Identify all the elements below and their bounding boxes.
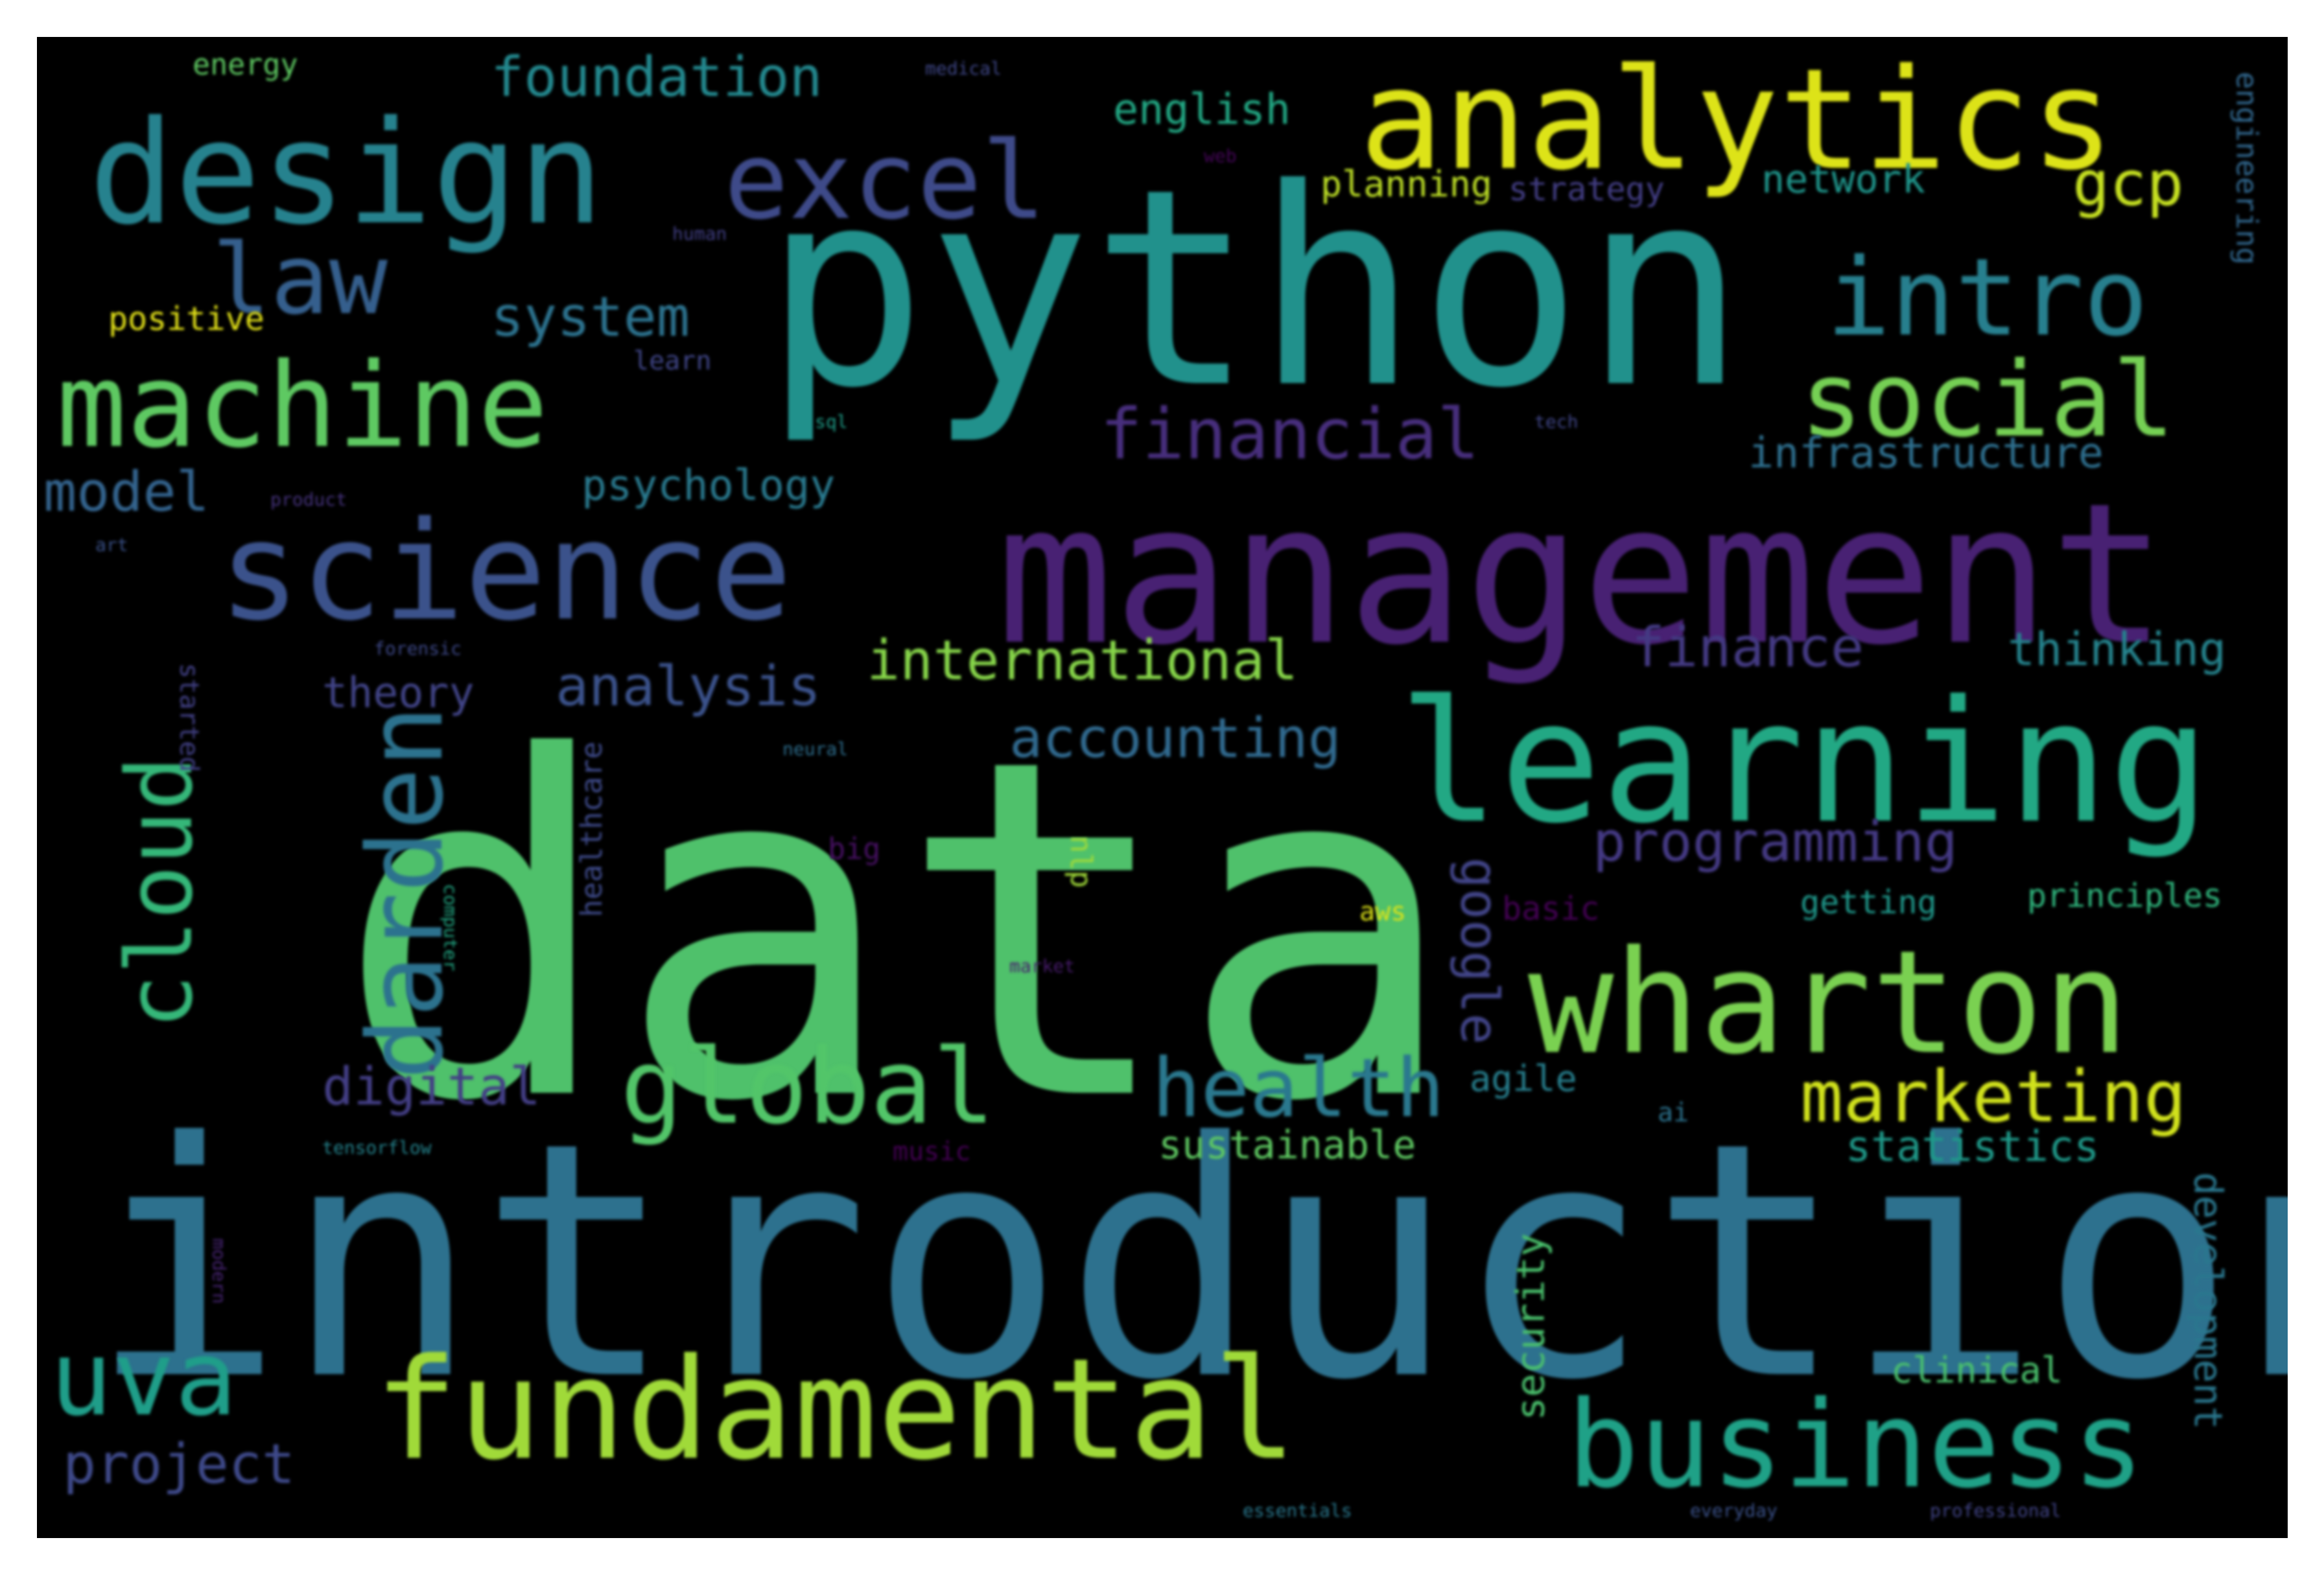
word-analysis: analysis — [556, 655, 821, 719]
word-digital: digital — [322, 1056, 541, 1117]
word-energy: energy — [193, 47, 298, 82]
word-health: health — [1152, 1042, 1445, 1136]
word-principles: principles — [2027, 877, 2223, 915]
word-cloud: cloud — [107, 756, 213, 1029]
word-marketing: marketing — [1800, 1055, 2187, 1138]
word-wharton: wharton — [1528, 920, 2130, 1086]
word-essentials: essentials — [1243, 1500, 1352, 1521]
word-healthcare: healthcare — [574, 741, 609, 917]
word-finance: finance — [1632, 616, 1864, 680]
word-thinking: thinking — [2008, 623, 2227, 676]
word-infrastructure: infrastructure — [1748, 429, 2104, 478]
word-financial: financial — [1100, 394, 1480, 475]
word-tensorflow: tensorflow — [322, 1137, 432, 1158]
word-tech: tech — [1534, 411, 1579, 432]
word-english: english — [1113, 86, 1291, 134]
word-project: project — [63, 1432, 296, 1497]
word-professional: professional — [1930, 1500, 2061, 1521]
word-foundation: foundation — [491, 45, 823, 110]
word-python: python — [763, 131, 1747, 448]
word-clinical: clinical — [1891, 1349, 2063, 1391]
word-excel: excel — [724, 119, 1046, 243]
word-positive: positive — [108, 300, 264, 338]
word-introduction: introduction — [89, 1073, 2288, 1451]
word-art: art — [95, 534, 128, 555]
word-music: music — [893, 1137, 971, 1167]
word-data: data — [335, 660, 1459, 1203]
word-everyday: everyday — [1690, 1500, 1778, 1521]
word-social: social — [1800, 339, 2175, 460]
word-market: market — [1009, 955, 1075, 977]
word-computer: computer — [440, 883, 462, 972]
word-intro: intro — [1826, 235, 2148, 360]
word-planning: planning — [1320, 163, 1492, 205]
word-management: management — [996, 461, 2168, 688]
word-security: security — [1508, 1233, 1554, 1421]
word-aws: aws — [1359, 897, 1407, 927]
word-human: human — [672, 223, 727, 244]
word-law: law — [212, 224, 388, 336]
word-sql: sql — [815, 411, 848, 432]
word-started: started — [174, 662, 204, 773]
word-google: google — [1449, 857, 1510, 1045]
word-getting: getting — [1800, 883, 1937, 921]
word-business: business — [1567, 1375, 2145, 1515]
word-international: international — [867, 629, 1298, 693]
word-design: design — [89, 90, 604, 256]
word-cloud-panel: data introduction python management lear… — [37, 37, 2288, 1538]
word-uva: uva — [50, 1318, 237, 1439]
word-science: science — [218, 492, 793, 651]
word-modern: modern — [208, 1238, 230, 1304]
word-system: system — [491, 285, 690, 349]
word-statistics: statistics — [1846, 1123, 2100, 1171]
word-accounting: accounting — [1009, 706, 1341, 771]
word-engineering: engineering — [2229, 71, 2264, 265]
word-learn: learn — [633, 346, 712, 376]
word-fundamental: fundamental — [374, 1328, 1297, 1491]
word-medical: medical — [925, 58, 1002, 79]
word-neural: neural — [782, 738, 849, 760]
word-programming: programming — [1593, 810, 1958, 874]
word-basic: basic — [1502, 890, 1600, 928]
word-nlp: nlp — [1064, 835, 1099, 889]
word-machine: machine — [56, 338, 548, 474]
word-development: development — [2185, 1172, 2231, 1430]
word-big: big — [828, 832, 881, 866]
word-agile: agile — [1470, 1058, 1577, 1099]
word-learning: learning — [1398, 665, 2211, 861]
word-ai: ai — [1658, 1098, 1689, 1128]
word-sustainable: sustainable — [1158, 1123, 1416, 1168]
word-analytics: analytics — [1359, 38, 2115, 201]
word-global: global — [620, 1026, 995, 1147]
word-web: web — [1204, 145, 1237, 167]
word-strategy: strategy — [1508, 170, 1665, 208]
word-theory: theory — [322, 669, 475, 718]
word-model: model — [43, 460, 209, 524]
word-network: network — [1761, 157, 1925, 202]
word-product: product — [270, 489, 347, 510]
word-gcp: gcp — [2072, 148, 2184, 220]
word-forensic: forensic — [374, 638, 462, 659]
word-psychology: psychology — [581, 461, 836, 510]
